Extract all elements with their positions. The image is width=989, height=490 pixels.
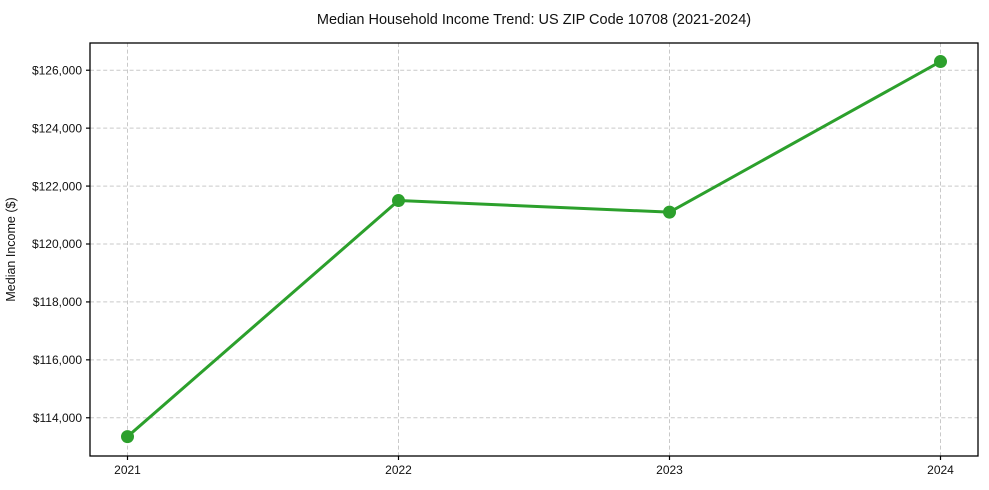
x-tick-label: 2022	[385, 463, 412, 477]
plot-border	[89, 42, 979, 457]
y-tick-label: $126,000	[32, 63, 82, 77]
x-tick-label: 2024	[927, 463, 954, 477]
trend-line	[126, 60, 942, 439]
data-point	[121, 430, 134, 444]
x-tick-label: 2023	[656, 463, 683, 477]
y-tick-label: $122,000	[32, 179, 82, 193]
y-tick-label: $116,000	[33, 353, 82, 367]
data-point	[392, 194, 405, 208]
y-tick-label: $124,000	[32, 121, 82, 135]
data-point	[663, 205, 676, 219]
y-axis-label: Median Income ($)	[4, 197, 18, 301]
chart-title: Median Household Income Trend: US ZIP Co…	[317, 12, 751, 28]
y-tick-label: $120,000	[32, 237, 82, 251]
y-tick-label: $114,000	[33, 411, 82, 425]
data-point	[934, 55, 947, 69]
y-tick-label: $118,000	[33, 295, 82, 309]
x-tick-label: 2021	[114, 463, 141, 477]
